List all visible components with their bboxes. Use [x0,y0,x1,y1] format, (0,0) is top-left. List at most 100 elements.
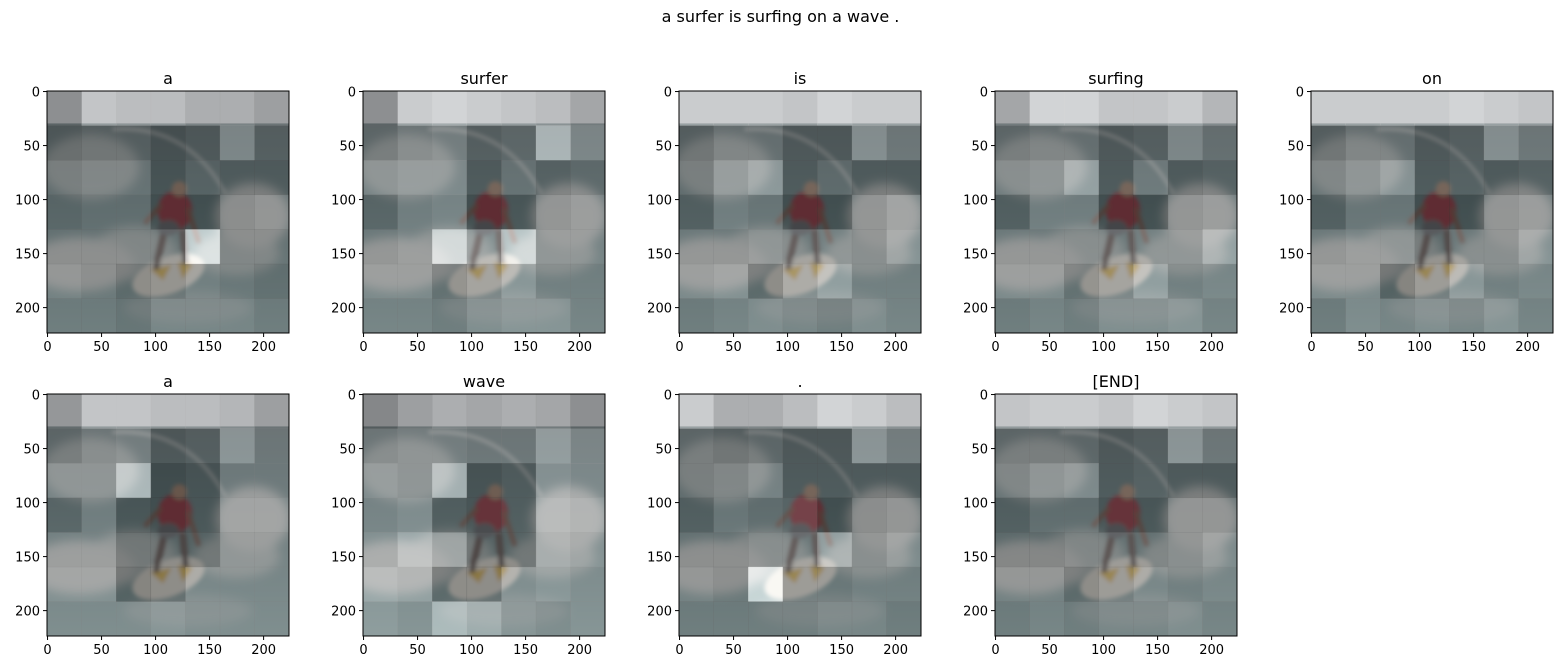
attention-cell [150,125,186,161]
attention-cell [748,91,784,126]
attention-cell [1098,601,1134,636]
attention-cell [886,229,921,265]
attention-cell [1098,91,1134,126]
attention-cell [1167,394,1203,429]
attention-image [47,91,289,333]
attention-cell [466,463,502,499]
attention-cell [1449,263,1485,299]
attention-cell [254,566,289,602]
attention-cell [1029,463,1065,499]
attention-cell [886,497,921,533]
attention-cell [254,497,289,533]
attention-cell [466,91,502,126]
attention-cell [713,229,749,265]
attention-cell [185,298,221,333]
attention-cell [713,463,749,499]
attention-cell [1133,160,1169,196]
attention-cell [1064,601,1100,636]
x-tick-label: 200 [883,643,908,658]
attention-cell [782,601,818,636]
y-tick-label: 150 [647,248,672,263]
attention-cell [397,566,433,602]
attention-cell [363,463,398,499]
attention-cell [466,194,502,230]
attention-cell [679,194,714,230]
attention-cell [185,566,221,602]
y-tick-label: 200 [15,302,40,317]
attention-cell [782,428,818,464]
attention-cell [466,428,502,464]
attention-cell [851,394,887,429]
attention-cell [995,263,1030,299]
attention-cell [363,160,398,196]
attention-cell [1202,394,1237,429]
attention-cell [47,229,82,265]
attention-cell [1098,463,1134,499]
axes-frame [678,393,922,637]
attention-cell [817,394,853,429]
attention-cell [570,601,605,636]
attention-cell [535,298,571,333]
attention-cell [150,463,186,499]
y-tick-label: 150 [15,551,40,566]
attention-cell [995,160,1030,196]
attention-cell [81,428,117,464]
attention-cell [817,229,853,265]
attention-cell [851,160,887,196]
x-tick-label: 0 [991,643,999,658]
attention-cell [995,497,1030,533]
attention-cell [432,394,468,429]
x-tick-label: 50 [1041,340,1058,355]
attention-cell [1518,229,1553,265]
attention-cell [570,125,605,161]
attention-cell [570,160,605,196]
x-tick-label: 200 [251,643,276,658]
attention-cell [1133,497,1169,533]
attention-cell [1167,428,1203,464]
y-tick-label: 200 [647,302,672,317]
attention-cell [535,194,571,230]
attention-cell [1414,298,1450,333]
attention-cell [1029,194,1065,230]
attention-cell [782,532,818,568]
attention-cell [116,463,152,499]
attention-cell [748,601,784,636]
attention-cell [185,497,221,533]
attention-cell [1167,601,1203,636]
attention-cell [995,194,1030,230]
attention-cell [886,263,921,299]
y-tick-label: 100 [647,497,672,512]
attention-cell [713,532,749,568]
attention-cell [47,394,82,429]
attention-cell [185,532,221,568]
attention-cell [81,91,117,126]
attention-cell [47,160,82,196]
x-tick-label: 50 [409,643,426,658]
attention-cell [1098,125,1134,161]
attention-cell [1202,463,1237,499]
x-tick-label: 200 [567,643,592,658]
x-tick-label: 50 [725,340,742,355]
x-tick-label: 0 [991,340,999,355]
attention-cell [679,160,714,196]
x-tick-label: 50 [1357,340,1374,355]
attention-cell [1518,160,1553,196]
attention-cell [782,229,818,265]
attention-cell [782,125,818,161]
attention-cell [150,566,186,602]
attention-cell [1414,160,1450,196]
attention-cell [47,463,82,499]
attention-cell [570,394,605,429]
x-tick-label: 100 [459,340,484,355]
attention-cell [116,394,152,429]
attention-cell [432,229,468,265]
attention-cell [501,263,537,299]
attention-cell [570,497,605,533]
attention-cell [219,125,255,161]
attention-cell [432,463,468,499]
axes-frame [994,393,1238,637]
attention-cell [1133,298,1169,333]
attention-cell [219,497,255,533]
subplot-title: on [1422,69,1442,88]
y-tick-label: 50 [1287,140,1304,155]
